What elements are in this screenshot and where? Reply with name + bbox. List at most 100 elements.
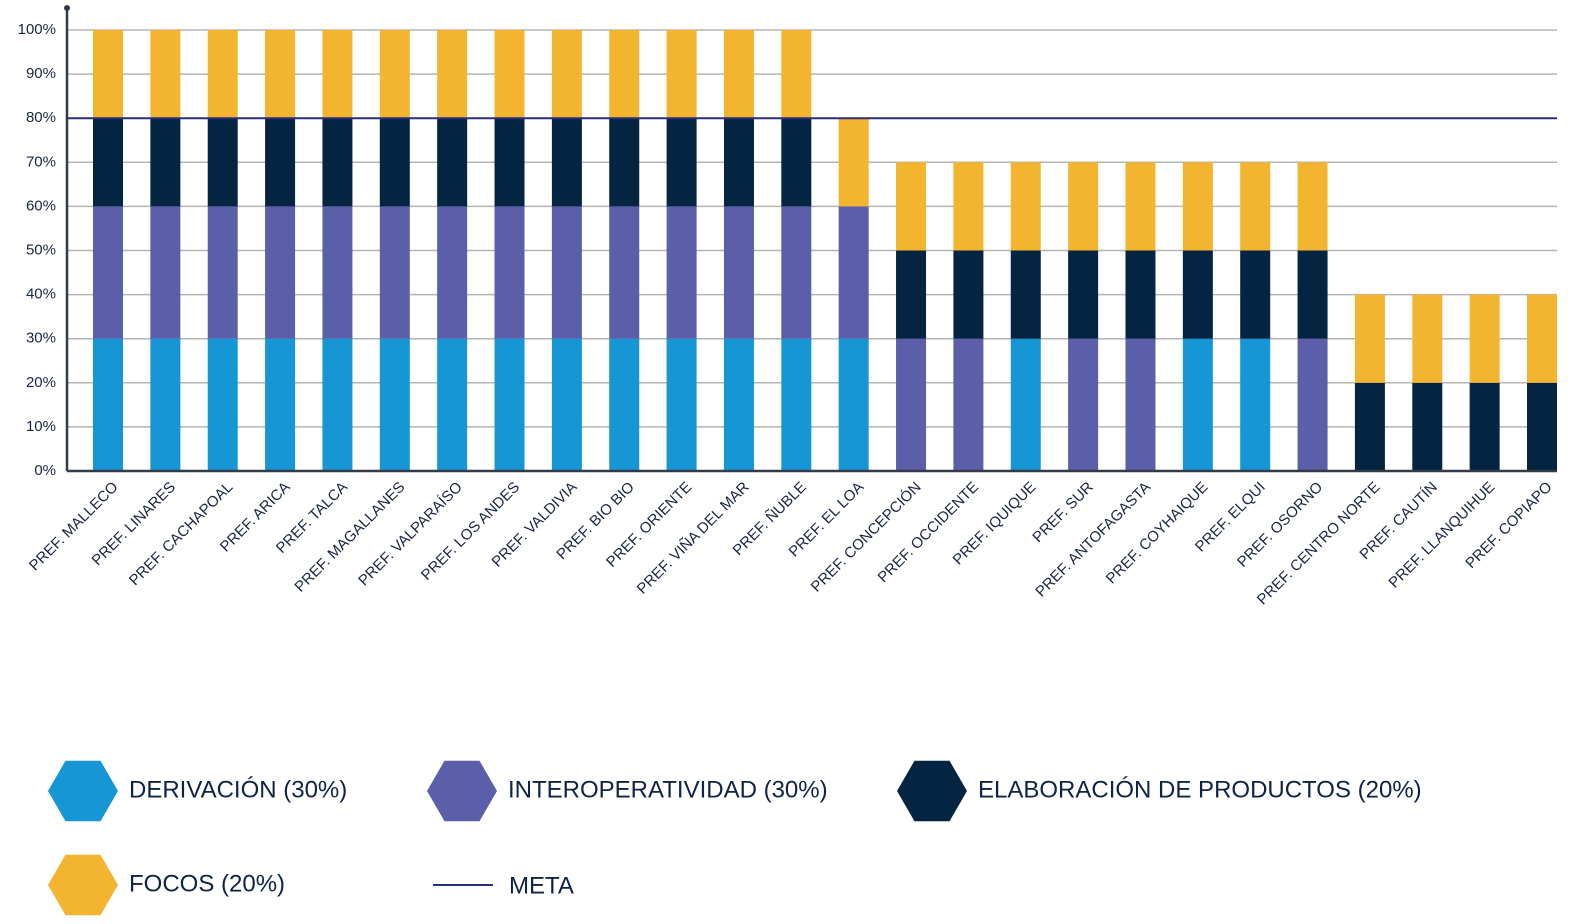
bar-segment xyxy=(1182,338,1213,471)
bar-segment xyxy=(150,206,181,339)
bar-segment xyxy=(1354,294,1385,383)
x-tick-label: PREF. CONCEPCIÓN xyxy=(808,479,925,596)
bar-segment xyxy=(666,338,697,471)
bar-segment xyxy=(723,118,754,207)
bar-segment xyxy=(723,338,754,471)
bar-segment xyxy=(1182,162,1213,251)
bar-segment xyxy=(781,30,812,119)
bar-segment xyxy=(551,118,582,207)
bar-segment xyxy=(551,206,582,339)
bar-segment xyxy=(838,206,869,339)
bar-segment xyxy=(322,338,353,471)
bar-segment xyxy=(1068,338,1099,471)
y-tick-label: 40% xyxy=(26,286,56,303)
bar-segment xyxy=(1527,382,1557,471)
legend-swatch xyxy=(48,760,118,822)
bar-segment xyxy=(1125,162,1156,251)
bar-segment xyxy=(1240,338,1271,471)
bar-segment xyxy=(494,206,525,339)
bar-segment xyxy=(1354,382,1385,471)
y-tick-label: 30% xyxy=(26,330,56,347)
y-tick-label: 80% xyxy=(26,109,56,126)
bar-segment xyxy=(379,206,410,339)
y-tick-label: 60% xyxy=(26,197,56,214)
bar-segment xyxy=(953,338,984,471)
bar-segment xyxy=(953,162,984,251)
bar-segment xyxy=(207,30,238,119)
bar-segment xyxy=(322,118,353,207)
bar-segment xyxy=(93,338,123,471)
bar-segment xyxy=(781,206,812,339)
legend-swatch xyxy=(427,760,497,822)
bar-segment xyxy=(723,30,754,119)
bar-segment xyxy=(1412,294,1443,383)
bar-segment xyxy=(322,206,353,339)
bar-segment xyxy=(551,30,582,119)
bar-segment xyxy=(207,206,238,339)
bar-segment xyxy=(93,206,123,339)
legend-label: META xyxy=(509,872,574,899)
bar-segment xyxy=(838,338,869,471)
bar-segment xyxy=(896,250,927,339)
x-tick-label: PREF. VIÑA DEL MAR xyxy=(634,479,753,598)
legend-label: FOCOS (20%) xyxy=(129,870,285,897)
bar-segment xyxy=(1010,338,1041,471)
bar-segment xyxy=(666,30,697,119)
legend-label: ELABORACIÓN DE PRODUCTOS (20%) xyxy=(978,776,1422,803)
bar-segment xyxy=(1068,250,1099,339)
y-tick-label: 10% xyxy=(26,418,56,435)
bar-segment xyxy=(723,206,754,339)
y-tick-label: 90% xyxy=(26,65,56,82)
bar-segment xyxy=(265,30,296,119)
x-tick-label: PREF. ANTOFAGASTA xyxy=(1032,479,1154,601)
bar-segment xyxy=(896,162,927,251)
bar-segment xyxy=(93,118,123,207)
bar-segment xyxy=(437,118,468,207)
x-tick-label: PREF. CACHAPOAL xyxy=(126,479,236,589)
bar-segment xyxy=(322,30,353,119)
bar-segment xyxy=(1297,162,1328,251)
y-tick-label: 0% xyxy=(34,462,56,479)
x-tick-label: PREF. MAGALLANES xyxy=(291,479,408,596)
bar-segment xyxy=(666,206,697,339)
bar-segment xyxy=(551,338,582,471)
legend-swatch xyxy=(48,854,118,916)
bar-segment xyxy=(265,338,296,471)
bar-segment xyxy=(437,30,468,119)
bar-segment xyxy=(1469,294,1500,383)
bar-segment xyxy=(781,118,812,207)
bar-segment xyxy=(609,30,640,119)
bar-segment xyxy=(93,30,123,119)
bar-segment xyxy=(437,206,468,339)
x-tick-label: PREF. OCCIDENTE xyxy=(875,479,982,586)
bar-segment xyxy=(609,338,640,471)
bar-segment xyxy=(207,338,238,471)
bar-segment xyxy=(838,118,869,207)
bar-segment xyxy=(150,118,181,207)
bar-segment xyxy=(609,206,640,339)
bar-segment xyxy=(609,118,640,207)
bar-segment xyxy=(207,118,238,207)
y-tick-label: 50% xyxy=(26,241,56,258)
legend-swatch xyxy=(897,760,967,822)
bar-segment xyxy=(896,338,927,471)
y-tick-label: 20% xyxy=(26,374,56,391)
y-tick-label: 100% xyxy=(18,21,56,38)
bar-segment xyxy=(379,118,410,207)
bar-segment xyxy=(1010,250,1041,339)
bar-segment xyxy=(953,250,984,339)
bar-segment xyxy=(1010,162,1041,251)
bar-segment xyxy=(150,30,181,119)
y-tick-label: 70% xyxy=(26,153,56,170)
x-tick-label: PREF. COYHAIQUE xyxy=(1103,479,1212,588)
bar-segment xyxy=(666,118,697,207)
bar-segment xyxy=(1240,250,1271,339)
bar-segment xyxy=(1125,338,1156,471)
bar-segment xyxy=(494,338,525,471)
bar-segment xyxy=(1182,250,1213,339)
bar-segment xyxy=(1068,162,1099,251)
bar-segment xyxy=(1297,338,1328,471)
axis-dot xyxy=(64,5,70,11)
bar-segment xyxy=(265,118,296,207)
